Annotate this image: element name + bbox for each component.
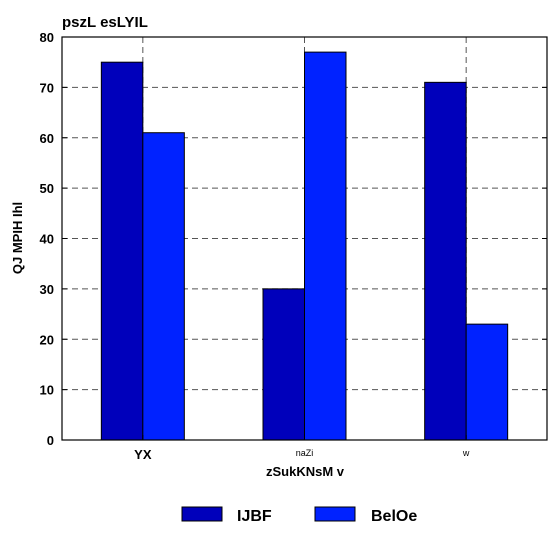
bar-IJBF-naZi — [262, 288, 305, 441]
y-tick-label: 0 — [47, 433, 54, 448]
legend-label-BelOe: BelOe — [371, 508, 417, 525]
legend-label-IJBF: IJBF — [237, 508, 272, 525]
y-tick-label: 30 — [40, 282, 54, 297]
bar-BelOe-w — [465, 323, 509, 441]
y-axis-ticks: 0 10 20 30 40 50 60 70 80 — [40, 30, 547, 448]
x-axis-ticks: YX naZi w — [134, 435, 470, 462]
bar-BelOe-YX — [142, 132, 185, 441]
bar-IJBF-w — [424, 81, 467, 441]
x-axis-label: zSukKNsM v — [266, 464, 345, 479]
y-tick-label: 20 — [40, 332, 54, 347]
chart-title: pszL esLYIL — [62, 14, 148, 31]
legend-swatch-IJBF — [181, 506, 223, 522]
legend: IJBF BelOe — [181, 506, 417, 525]
y-tick-label: 40 — [40, 232, 54, 247]
y-tick-label: 80 — [40, 30, 54, 45]
y-tick-label: 60 — [40, 131, 54, 146]
y-tick-label: 10 — [40, 383, 54, 398]
y-tick-label: 70 — [40, 80, 54, 95]
bar-IJBF-YX — [100, 61, 144, 441]
bars — [100, 51, 509, 441]
x-tick-label: w — [462, 448, 470, 458]
x-tick-label: naZi — [296, 448, 314, 458]
y-tick-label: 50 — [40, 181, 54, 196]
y-axis-label: QJ MPIH Ihl — [10, 202, 25, 274]
x-tick-label: YX — [134, 447, 152, 462]
legend-swatch-BelOe — [314, 506, 356, 522]
bar-BelOe-naZi — [304, 51, 347, 441]
